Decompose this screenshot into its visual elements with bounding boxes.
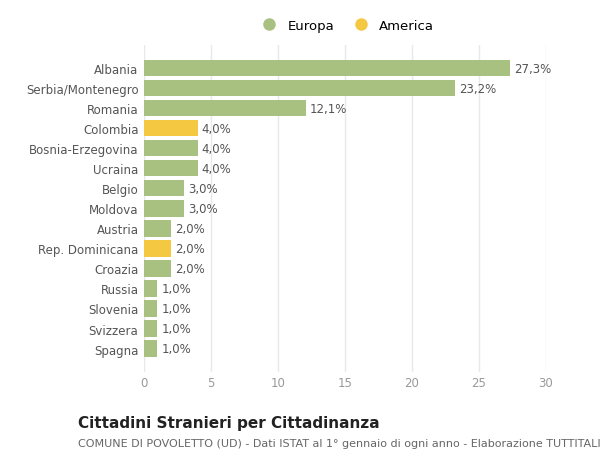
Bar (144, 81, 455, 97)
Text: 2,0%: 2,0% (175, 222, 205, 235)
Text: 1,0%: 1,0% (161, 322, 191, 335)
Bar (144, 181, 184, 197)
Bar (144, 301, 157, 317)
Text: 1,0%: 1,0% (161, 302, 191, 315)
Bar (144, 161, 197, 177)
Text: 1,0%: 1,0% (161, 282, 191, 295)
Bar (144, 261, 171, 277)
Text: 2,0%: 2,0% (175, 263, 205, 275)
Bar (144, 241, 171, 257)
Text: 3,0%: 3,0% (188, 182, 218, 196)
Bar (144, 320, 157, 337)
Text: Cittadini Stranieri per Cittadinanza: Cittadini Stranieri per Cittadinanza (78, 415, 380, 431)
Bar (144, 61, 510, 77)
Bar (144, 280, 157, 297)
Text: 4,0%: 4,0% (202, 142, 232, 155)
Text: 3,0%: 3,0% (188, 202, 218, 215)
Legend: Europa, America: Europa, America (256, 20, 434, 33)
Text: 2,0%: 2,0% (175, 242, 205, 255)
Bar (144, 221, 171, 237)
Bar (144, 140, 197, 157)
Text: 4,0%: 4,0% (202, 123, 232, 135)
Bar (144, 101, 306, 117)
Text: 27,3%: 27,3% (514, 62, 551, 75)
Bar (144, 341, 157, 357)
Bar (144, 201, 184, 217)
Text: 12,1%: 12,1% (310, 102, 347, 115)
Text: 4,0%: 4,0% (202, 162, 232, 175)
Bar (144, 121, 197, 137)
Text: COMUNE DI POVOLETTO (UD) - Dati ISTAT al 1° gennaio di ogni anno - Elaborazione : COMUNE DI POVOLETTO (UD) - Dati ISTAT al… (78, 438, 600, 448)
Text: 1,0%: 1,0% (161, 342, 191, 355)
Text: 23,2%: 23,2% (459, 83, 496, 95)
